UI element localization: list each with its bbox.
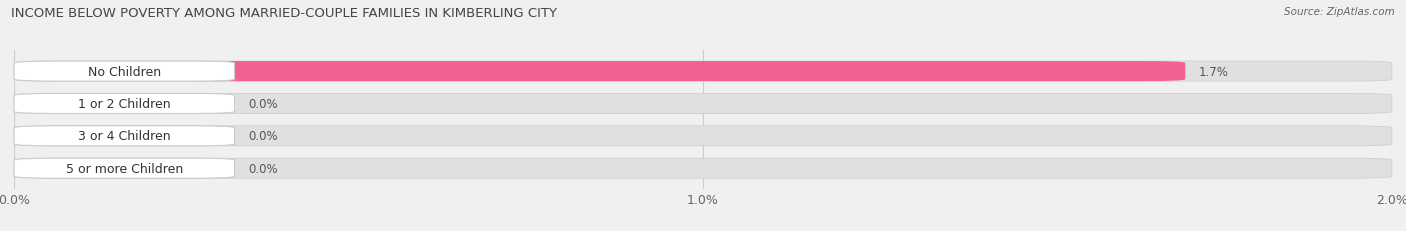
FancyBboxPatch shape <box>14 94 235 114</box>
FancyBboxPatch shape <box>14 126 1392 146</box>
Text: 0.0%: 0.0% <box>249 97 278 110</box>
Text: 1.7%: 1.7% <box>1199 65 1229 78</box>
FancyBboxPatch shape <box>14 62 235 82</box>
FancyBboxPatch shape <box>14 94 235 114</box>
FancyBboxPatch shape <box>14 158 1392 179</box>
Text: No Children: No Children <box>87 65 160 78</box>
Text: 1 or 2 Children: 1 or 2 Children <box>77 97 170 110</box>
Text: 0.0%: 0.0% <box>249 130 278 143</box>
FancyBboxPatch shape <box>14 126 235 146</box>
FancyBboxPatch shape <box>14 158 235 179</box>
Text: Source: ZipAtlas.com: Source: ZipAtlas.com <box>1284 7 1395 17</box>
FancyBboxPatch shape <box>14 62 1185 82</box>
Text: 3 or 4 Children: 3 or 4 Children <box>77 130 170 143</box>
FancyBboxPatch shape <box>14 158 235 179</box>
FancyBboxPatch shape <box>14 126 235 146</box>
Text: INCOME BELOW POVERTY AMONG MARRIED-COUPLE FAMILIES IN KIMBERLING CITY: INCOME BELOW POVERTY AMONG MARRIED-COUPL… <box>11 7 557 20</box>
Text: 5 or more Children: 5 or more Children <box>66 162 183 175</box>
FancyBboxPatch shape <box>14 94 1392 114</box>
FancyBboxPatch shape <box>14 62 1392 82</box>
Text: 0.0%: 0.0% <box>249 162 278 175</box>
